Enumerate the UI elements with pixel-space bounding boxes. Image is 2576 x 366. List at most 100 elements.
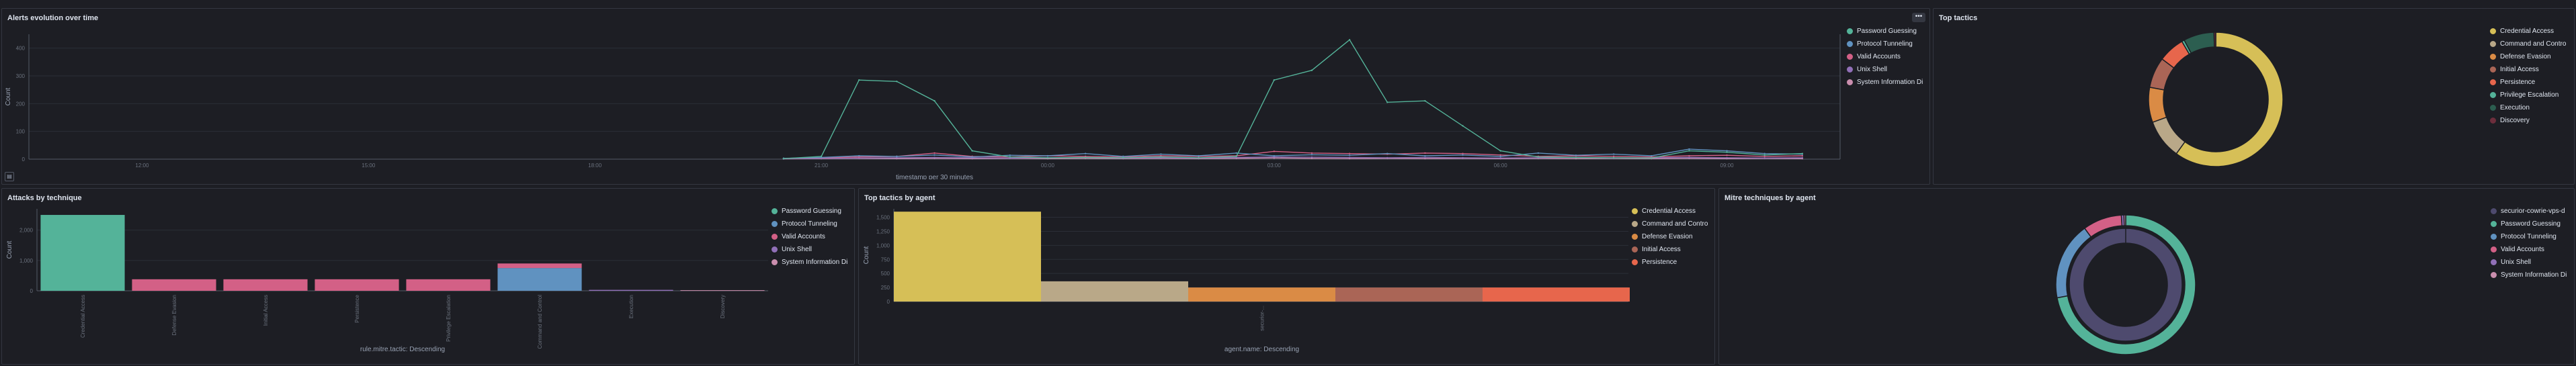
y-axis-title: Count	[5, 87, 12, 105]
data-point	[1273, 150, 1276, 152]
data-point	[1801, 156, 1804, 159]
legend-item[interactable]: Valid Accounts	[772, 230, 852, 243]
legend-item[interactable]: Protocol Tunneling	[1847, 38, 1927, 50]
data-point	[1688, 148, 1690, 150]
data-point	[820, 155, 823, 158]
legend-item[interactable]: Initial Access	[1632, 243, 1712, 256]
data-point	[1311, 154, 1313, 156]
legend-item[interactable]: Unix Shell	[1847, 63, 1927, 76]
legend-item[interactable]: System Information Di	[2491, 269, 2574, 281]
y-tick-label: 0	[887, 299, 890, 305]
legend-item[interactable]: securior-cowrie-vps-d	[2491, 205, 2574, 218]
legend-item[interactable]: Command and Contro	[1632, 218, 1712, 230]
legend-item[interactable]: Defense Evasion	[2490, 50, 2571, 63]
legend-item[interactable]: System Information Di	[1847, 76, 1927, 89]
legend-item[interactable]: Unix Shell	[2491, 256, 2574, 269]
legend-label: Persistence	[1642, 259, 1677, 266]
legend-item[interactable]: Password Guessing	[772, 205, 852, 218]
y-tick-label: 300	[16, 73, 26, 79]
legend-label: System Information Di	[2501, 271, 2567, 279]
data-point	[1084, 156, 1087, 158]
data-point	[1575, 154, 1577, 156]
legend-item[interactable]: Defense Evasion	[1632, 230, 1712, 243]
data-point	[896, 156, 898, 159]
bar	[1041, 281, 1188, 302]
pie-slice	[2123, 214, 2126, 226]
data-point	[1046, 156, 1049, 159]
legend-item[interactable]: Initial Access	[2490, 63, 2571, 76]
data-point	[1612, 156, 1615, 159]
data-point	[1235, 156, 1237, 158]
data-point	[1348, 156, 1351, 158]
data-point	[896, 81, 898, 83]
data-point	[858, 157, 860, 159]
data-point	[1235, 155, 1237, 158]
data-point	[1235, 152, 1237, 154]
legend-item[interactable]: Credential Access	[2490, 25, 2571, 38]
legend-item[interactable]: Unix Shell	[772, 243, 852, 256]
x-tick-label: 03:00	[1268, 163, 1282, 169]
legend-color-dot	[1847, 54, 1853, 60]
legend-label: Defense Evasion	[1642, 233, 1693, 240]
legend-item[interactable]: Persistence	[2490, 76, 2571, 89]
data-point	[1651, 154, 1653, 157]
legend-color-dot	[2490, 105, 2496, 111]
data-point	[1726, 154, 1728, 156]
data-point	[1198, 156, 1200, 159]
legend-item[interactable]: Protocol Tunneling	[772, 218, 852, 230]
legend-label: Password Guessing	[2501, 220, 2561, 228]
legend-item[interactable]: System Information Di	[772, 256, 852, 269]
panel-title: Attacks by technique	[7, 194, 82, 202]
data-point	[933, 154, 936, 156]
alerts-line-chart: 0 100 200 300 400 12:00 15:00 18:00 21:00 00:00 03…	[5, 34, 1841, 179]
data-point	[1273, 157, 1276, 159]
data-point	[1462, 154, 1464, 156]
legend-item[interactable]: Privilege Escalation	[2490, 89, 2571, 101]
bar-segment	[223, 279, 308, 291]
x-tick-label: Discovery	[720, 295, 726, 318]
bar	[894, 212, 1041, 302]
legend-item[interactable]: Persistence	[1632, 256, 1712, 269]
legend-item[interactable]: Valid Accounts	[2491, 243, 2574, 256]
y-tick-label: 1,500	[876, 215, 890, 221]
chart-legend: Credential Access Command and Contro Defen…	[2490, 25, 2571, 127]
inspect-icon[interactable]: ▤	[5, 172, 14, 181]
data-point	[1462, 125, 1464, 127]
data-point	[1575, 156, 1577, 158]
legend-item[interactable]: Password Guessing	[2491, 218, 2574, 230]
legend-color-dot	[2490, 41, 2496, 47]
legend-item[interactable]: Credential Access	[1632, 205, 1712, 218]
x-axis-title: agent.name: Descending	[1224, 346, 1299, 353]
legend-color-dot	[2490, 92, 2496, 98]
series-line	[783, 39, 1802, 159]
legend-color-dot	[1632, 259, 1638, 265]
ellipsis-icon[interactable]: •••	[1912, 13, 1925, 22]
attacks-by-technique-panel: Attacks by technique 0 1,000 2,000 Credenti…	[1, 188, 855, 365]
data-point	[1198, 154, 1200, 157]
bar-segment	[40, 215, 125, 291]
legend-item[interactable]: Password Guessing	[1847, 25, 1927, 38]
y-tick-label: 0	[30, 288, 34, 294]
legend-item[interactable]: Execution	[2490, 101, 2571, 114]
data-point	[782, 157, 785, 160]
legend-color-dot	[2490, 54, 2496, 60]
data-point	[1726, 150, 1728, 152]
bar	[1335, 287, 1483, 302]
legend-label: securior-cowrie-vps-d	[2501, 208, 2565, 215]
legend-label: Unix Shell	[1857, 66, 1888, 73]
data-point	[1160, 154, 1162, 157]
legend-item[interactable]: Protocol Tunneling	[2491, 230, 2574, 243]
data-point	[933, 100, 936, 102]
data-point	[1499, 155, 1501, 158]
legend-color-dot	[1847, 28, 1853, 34]
panel-title: Top tactics by agent	[864, 194, 936, 202]
data-point	[1009, 156, 1011, 158]
x-tick-label: Defense Evasion	[171, 295, 177, 335]
pie-slice	[2213, 32, 2216, 48]
legend-item[interactable]: Command and Contro	[2490, 38, 2571, 50]
legend-item[interactable]: Valid Accounts	[1847, 50, 1927, 63]
legend-item[interactable]: Discovery	[2490, 114, 2571, 127]
data-point	[1688, 156, 1690, 158]
chart-legend: Password Guessing Protocol Tunneling Valid…	[1847, 25, 1927, 89]
legend-color-dot	[2491, 234, 2497, 240]
